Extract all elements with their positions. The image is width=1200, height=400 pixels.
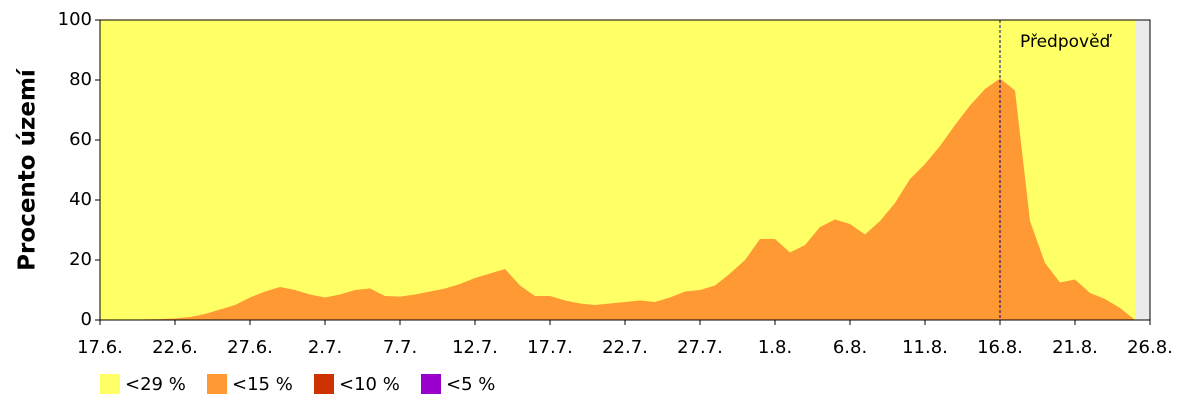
x-tick-label: 12.7. bbox=[452, 337, 498, 358]
y-tick-label: 60 bbox=[69, 129, 92, 150]
y-tick-label: 40 bbox=[69, 189, 92, 210]
x-tick-label: 21.8. bbox=[1052, 337, 1098, 358]
x-tick-label: 2.7. bbox=[308, 337, 342, 358]
y-tick-label: 80 bbox=[69, 69, 92, 90]
x-tick-label: 27.7. bbox=[677, 337, 723, 358]
x-tick-label: 22.6. bbox=[152, 337, 198, 358]
legend-label: <15 % bbox=[232, 374, 293, 395]
x-tick-label: 26.8. bbox=[1127, 337, 1173, 358]
x-tick-label: 11.8. bbox=[902, 337, 948, 358]
y-tick-label: 100 bbox=[58, 9, 92, 30]
legend-swatch bbox=[207, 374, 227, 394]
legend-swatch bbox=[314, 374, 334, 394]
legend-label: <5 % bbox=[446, 374, 495, 395]
legend-label: <10 % bbox=[339, 374, 400, 395]
y-axis-label: Procento území bbox=[15, 68, 41, 271]
y-tick-label: 20 bbox=[69, 249, 92, 270]
x-tick-label: 6.8. bbox=[833, 337, 867, 358]
x-tick-label: 27.6. bbox=[227, 337, 273, 358]
legend-swatch bbox=[100, 374, 120, 394]
y-tick-label: 0 bbox=[81, 309, 92, 330]
area bbox=[100, 78, 1135, 320]
x-tick-label: 22.7. bbox=[602, 337, 648, 358]
x-tick-label: 16.8. bbox=[977, 337, 1023, 358]
forecast-label: Předpověď bbox=[1020, 32, 1113, 52]
x-tick-label: 1.8. bbox=[758, 337, 792, 358]
legend-label: <29 % bbox=[125, 374, 186, 395]
x-tick-label: 7.7. bbox=[383, 337, 417, 358]
legend-swatch bbox=[421, 374, 441, 394]
x-tick-label: 17.6. bbox=[77, 337, 123, 358]
x-tick-label: 17.7. bbox=[527, 337, 573, 358]
